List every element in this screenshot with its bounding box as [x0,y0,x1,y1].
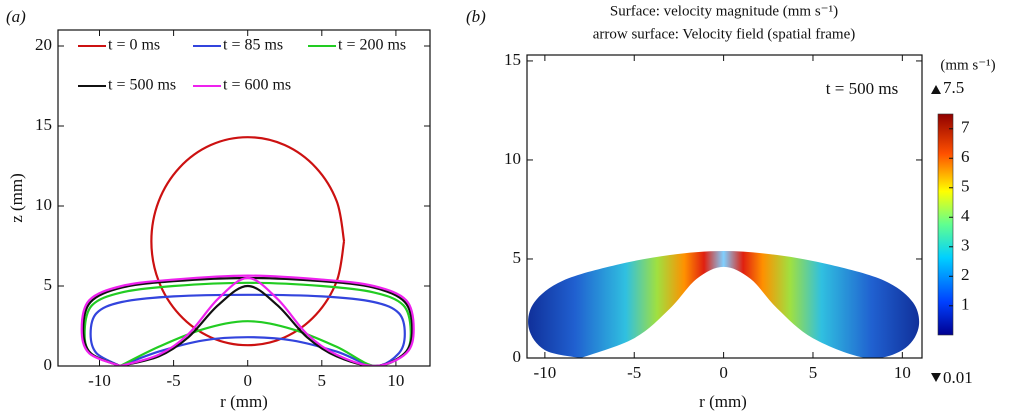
plot-area [80,136,415,366]
colorbar-min-label: 0.01 [943,368,973,387]
colorbar-tick-label: 5 [961,177,970,196]
chart-subtitle: arrow surface: Velocity field (spatial f… [593,26,856,42]
y-tick-label: 10 [35,195,52,214]
y-tick-label: 20 [35,35,52,54]
series-line [80,274,415,366]
x-axis-label: r (mm) [699,392,747,411]
colorbar-tick-label: 3 [961,236,970,255]
x-tick-label: -10 [88,371,111,390]
x-tick-label: -5 [167,371,181,390]
y-tick-label: 5 [513,248,522,267]
series-line [150,136,346,347]
x-tick-label: 0 [719,363,728,382]
legend-label: t = 600 ms [223,77,291,94]
x-tick-label: 0 [243,371,252,390]
x-tick-label: 10 [387,371,404,390]
x-axis-label: r (mm) [220,392,268,411]
x-tick-label: -5 [627,363,641,382]
legend-label: t = 0 ms [108,37,160,54]
y-tick-label: 10 [504,149,521,168]
colorbar-tick-label: 1 [961,295,970,314]
x-tick-label: 10 [894,363,911,382]
velocity-surface [528,251,920,359]
y-tick-label: 0 [513,347,522,366]
y-axis-label: z (mm) [7,173,26,223]
x-tick-label: 5 [318,371,327,390]
colorbar-tick-label: 4 [961,206,970,225]
legend-label: t = 85 ms [223,37,283,54]
min-marker [931,373,941,382]
colorbar-tick-label: 6 [961,147,970,166]
colorbar [937,113,954,336]
panel-label: (b) [466,7,486,26]
panel-label: (a) [6,7,26,26]
colorbar-tick-label: 7 [961,118,970,137]
legend-label: t = 200 ms [338,37,406,54]
x-tick-label: 5 [809,363,818,382]
plot-frame [526,54,923,359]
y-tick-label: 15 [35,115,52,134]
legend-label: t = 500 ms [108,77,176,94]
y-tick-label: 5 [44,275,53,294]
colorbar-label: (mm s⁻¹) [940,57,995,73]
y-tick-label: 15 [504,50,521,69]
colorbar-tick-label: 2 [961,265,970,284]
annotation: t = 500 ms [826,79,898,98]
x-tick-label: -10 [534,363,557,382]
chart-title: Surface: velocity magnitude (mm s⁻¹) [610,3,838,19]
y-tick-label: 0 [44,355,53,374]
colorbar-max-label: 7.5 [943,78,964,97]
series-line [89,293,406,366]
plot-frame [57,29,431,367]
series-line [83,281,412,366]
max-marker [931,85,941,94]
series-line [82,276,414,366]
